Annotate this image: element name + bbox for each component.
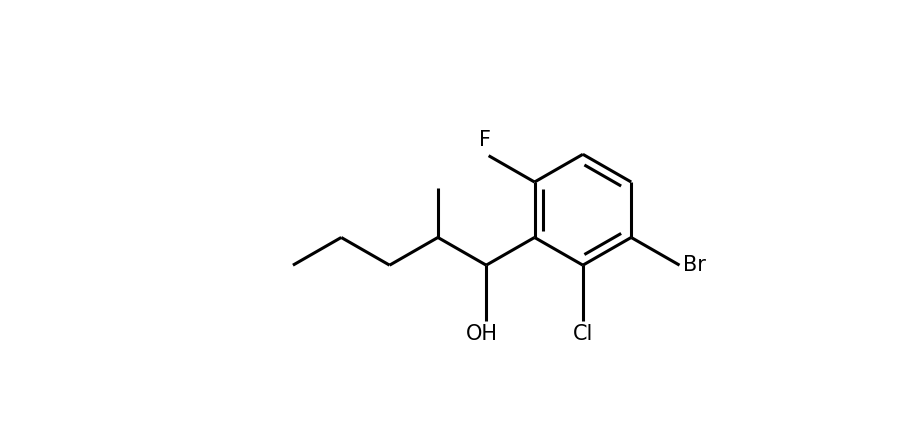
Text: OH: OH bbox=[466, 325, 497, 345]
Text: F: F bbox=[478, 130, 490, 150]
Text: Cl: Cl bbox=[572, 325, 592, 345]
Text: Br: Br bbox=[682, 255, 705, 275]
